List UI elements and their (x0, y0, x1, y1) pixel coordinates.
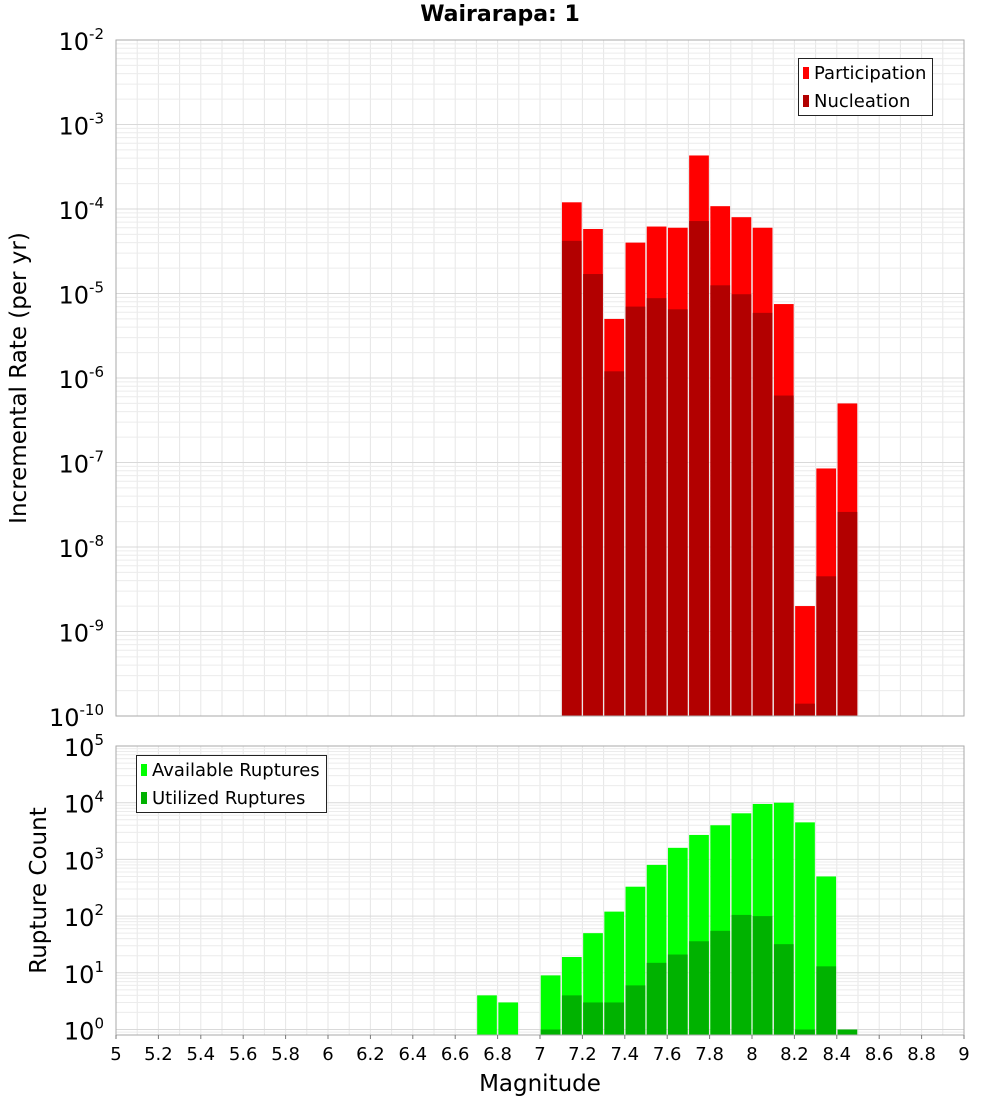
x-tick-label: 6.6 (441, 1044, 470, 1065)
y-tick-label: 101 (64, 958, 104, 989)
plot-border (115, 39, 965, 717)
y-tick-label: 10-10 (49, 701, 104, 732)
x-tick-label: 8 (746, 1044, 757, 1065)
x-tick-label: 8.4 (822, 1044, 851, 1065)
bar-utilized (667, 954, 688, 1035)
bar-utilized (752, 916, 773, 1035)
legend-label-participation: Participation (814, 62, 927, 84)
x-tick-label: 5.6 (229, 1044, 258, 1065)
x-tick-label: 5 (110, 1044, 121, 1065)
legend-item-nucleation: Nucleation (799, 87, 932, 115)
y-tick-label: 100 (64, 1015, 104, 1046)
bar-utilized (837, 1029, 858, 1035)
x-tick-label: 7 (534, 1044, 545, 1065)
y-tick-label: 10-6 (58, 363, 104, 394)
y-tick-label: 105 (64, 731, 104, 762)
bar-nucleation (561, 240, 582, 716)
bar-utilized (561, 995, 582, 1035)
y-axis-label: Rupture Count (26, 807, 52, 973)
x-tick-label: 5.2 (144, 1044, 173, 1065)
bar-nucleation (625, 306, 646, 716)
bar-utilized (604, 1002, 625, 1035)
bar-utilized (816, 966, 837, 1035)
x-tick-label: 7.8 (695, 1044, 724, 1065)
bar-nucleation (773, 395, 794, 716)
participation-swatch (803, 67, 809, 79)
x-tick-label: 7.2 (568, 1044, 597, 1065)
y-tick-label: 10-4 (58, 194, 104, 225)
y-tick-label: 102 (64, 901, 104, 932)
bar-utilized (646, 962, 667, 1035)
bar-nucleation (731, 294, 752, 716)
bar-utilized (795, 1029, 815, 1035)
x-tick-label: 8.2 (780, 1044, 809, 1065)
bar-utilized (625, 985, 646, 1035)
x-tick-label: 7.4 (610, 1044, 639, 1065)
bar-participation (795, 606, 815, 716)
x-tick-label: 8.8 (907, 1044, 936, 1065)
legend-label-available: Available Ruptures (152, 759, 320, 781)
y-tick-label: 10-5 (58, 279, 104, 310)
bar-nucleation (604, 371, 625, 716)
x-tick-label: 6.2 (356, 1044, 385, 1065)
bar-utilized (731, 914, 752, 1035)
y-tick-label: 10-7 (58, 448, 104, 479)
page-title: Wairarapa: 1 (420, 2, 580, 27)
legend-item-available: Available Ruptures (137, 756, 326, 784)
bar-nucleation (752, 312, 773, 716)
legend-item-utilized: Utilized Ruptures (137, 784, 326, 812)
y-tick-label: 10-2 (58, 25, 104, 56)
bar-utilized (773, 944, 794, 1035)
bar-nucleation (795, 703, 815, 716)
utilized-swatch (141, 792, 147, 804)
nucleation-swatch (803, 95, 809, 107)
bar-available (498, 1002, 519, 1035)
bar-available (477, 995, 497, 1035)
x-tick-label: 7.6 (653, 1044, 682, 1065)
legend-item-participation: Participation (799, 59, 932, 87)
x-tick-label: 6.4 (398, 1044, 427, 1065)
bar-utilized (540, 1029, 561, 1035)
x-tick-label: 6.8 (483, 1044, 512, 1065)
y-tick-label: 10-3 (58, 110, 104, 141)
available-swatch (141, 764, 147, 776)
bar-nucleation (837, 511, 858, 716)
y-tick-label: 10-9 (58, 617, 104, 648)
x-tick-label: 5.8 (271, 1044, 300, 1065)
y-tick-label: 10-8 (58, 532, 104, 563)
x-tick-label: 8.6 (865, 1044, 894, 1065)
bar-nucleation (667, 309, 688, 716)
top-chart-panel: 10-10 10-9 10-8 10-7 10-6 10-5 10-4 10-3 10-2 Inc… (6, 25, 965, 732)
legend-label-nucleation: Nucleation (814, 90, 911, 112)
y-tick-label: 103 (64, 844, 104, 875)
legend-bottom: Available Ruptures Utilized Ruptures (136, 755, 327, 813)
x-tick-label: 5.4 (186, 1044, 215, 1065)
bar-available (795, 822, 815, 1035)
legend-label-utilized: Utilized Ruptures (152, 787, 306, 809)
bar-nucleation (689, 221, 709, 716)
bar-utilized (583, 1002, 603, 1035)
y-tick-label: 104 (64, 788, 104, 819)
bar-utilized (710, 930, 731, 1035)
bar-nucleation (710, 285, 731, 716)
bar-nucleation (583, 274, 603, 716)
y-axis-label: Incremental Rate (per yr) (6, 232, 32, 524)
bar-utilized (689, 941, 709, 1035)
bar-available (540, 975, 561, 1035)
bar-nucleation (646, 298, 667, 716)
legend-top: Participation Nucleation (798, 58, 934, 116)
bar-nucleation (816, 576, 837, 716)
x-tick-label: 9 (958, 1044, 969, 1065)
x-axis-label: Magnitude (479, 1071, 601, 1097)
x-tick-label: 6 (322, 1044, 333, 1065)
